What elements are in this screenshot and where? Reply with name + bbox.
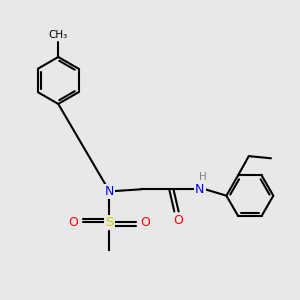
Text: N: N [195,183,205,196]
Text: O: O [174,214,184,227]
Text: H: H [199,172,206,182]
Text: CH₃: CH₃ [49,30,68,40]
Text: O: O [140,216,150,229]
Text: N: N [105,185,114,198]
Text: S: S [105,216,114,229]
Text: O: O [69,216,79,229]
